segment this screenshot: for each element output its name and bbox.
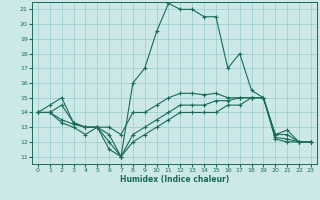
X-axis label: Humidex (Indice chaleur): Humidex (Indice chaleur)	[120, 175, 229, 184]
